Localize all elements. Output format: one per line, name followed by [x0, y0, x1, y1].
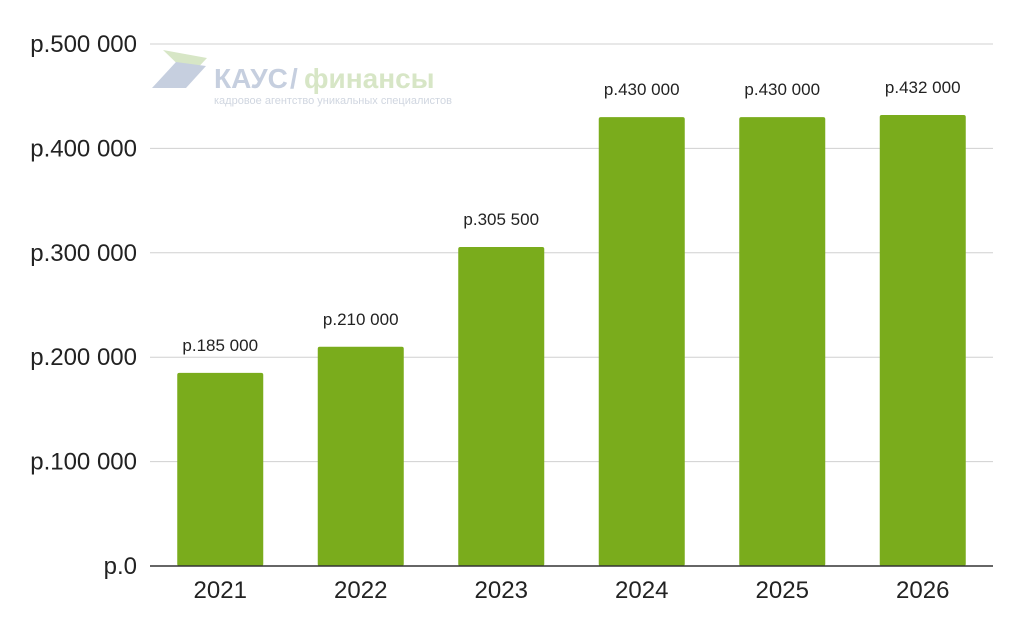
x-tick-label: 2021	[194, 577, 247, 604]
watermark-tagline: кадровое агентство уникальных специалист…	[214, 95, 452, 107]
watermark-brand-b: финансы	[304, 63, 435, 94]
bars	[177, 114, 966, 567]
y-tick-label: р.200 000	[30, 344, 137, 371]
y-axis-ticks: р.0 р.100 000 р.200 000 р.300 000 р.400 000 р…	[30, 31, 137, 580]
y-tick-label: р.0	[104, 553, 137, 580]
data-label: р.305 500	[463, 210, 539, 229]
x-tick-label: 2024	[615, 577, 668, 604]
bar-2023	[458, 247, 545, 567]
gridlines	[150, 43, 993, 463]
watermark-slash: /	[290, 63, 298, 94]
x-tick-label: 2026	[896, 577, 949, 604]
data-label: р.430 000	[744, 80, 820, 99]
bar-2025	[739, 117, 826, 566]
watermark-logo: КАУС / финансы кадровое агентство уникал…	[152, 50, 452, 107]
watermark-brand-a: КАУС	[214, 63, 288, 94]
y-tick-label: р.500 000	[30, 31, 137, 58]
data-label: р.430 000	[604, 80, 680, 99]
data-label: р.432 000	[885, 78, 961, 97]
data-labels: р.185 000 р.210 000 р.305 500 р.430 000 р.43…	[182, 78, 960, 355]
y-tick-label: р.300 000	[30, 240, 137, 267]
data-label: р.210 000	[323, 310, 399, 329]
x-tick-label: 2025	[756, 577, 809, 604]
x-axis-ticks: 2021 2022 2023 2024 2025 2026	[194, 577, 950, 604]
bar-2024	[598, 117, 685, 566]
y-tick-label: р.400 000	[30, 135, 137, 162]
bar-2026	[879, 114, 966, 566]
x-tick-label: 2023	[475, 577, 528, 604]
y-tick-label: р.100 000	[30, 449, 137, 476]
x-tick-label: 2022	[334, 577, 387, 604]
bar-2022	[317, 346, 404, 566]
data-label: р.185 000	[182, 336, 258, 355]
watermark-wing-icon	[152, 62, 206, 88]
bar-2021	[177, 372, 264, 566]
